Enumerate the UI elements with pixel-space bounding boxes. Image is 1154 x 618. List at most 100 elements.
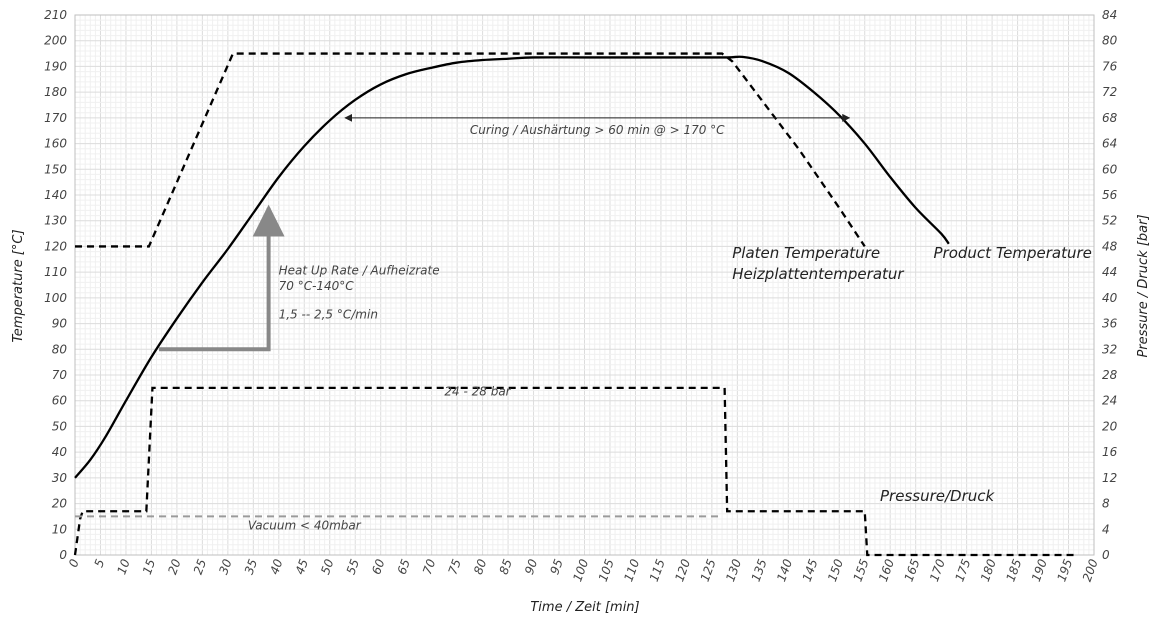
x-tick-label: 155 bbox=[851, 557, 872, 583]
x-tick-label: 145 bbox=[800, 557, 821, 583]
x-axis-title: Time / Zeit [min] bbox=[530, 600, 639, 615]
heat-up-label: Heat Up Rate / Aufheizrate bbox=[279, 264, 440, 278]
x-tick-label: 50 bbox=[318, 557, 337, 576]
plot-border bbox=[74, 14, 1095, 556]
curing-label: Curing / Aushärtung > 60 min @ > 170 °C bbox=[470, 123, 725, 137]
x-tick-label: 190 bbox=[1029, 557, 1050, 584]
x-tick-label: 175 bbox=[952, 557, 973, 583]
x-tick-label: 120 bbox=[672, 557, 693, 584]
x-tick-label: 200 bbox=[1080, 557, 1101, 584]
y2-tick-label: 0 bbox=[1102, 548, 1110, 562]
heat-up-arrow bbox=[159, 204, 285, 352]
y2-tick-label: 64 bbox=[1102, 137, 1117, 151]
annotations: Curing / Aushärtung > 60 min @ > 170 °C H… bbox=[159, 113, 1092, 532]
y-tick-label: 190 bbox=[44, 59, 67, 73]
x-tick-label: 125 bbox=[698, 557, 719, 583]
y-tick-label: 210 bbox=[44, 8, 67, 22]
x-tick-label: 160 bbox=[876, 557, 897, 584]
y2-axis-title: Pressure / Druck [bar] bbox=[1136, 214, 1151, 357]
x-tick-label: 170 bbox=[927, 557, 948, 584]
x-tick-label: 140 bbox=[774, 557, 795, 584]
y2-tick-label: 68 bbox=[1102, 111, 1118, 125]
x-tick-label: 40 bbox=[267, 557, 286, 576]
y2-tick-label: 40 bbox=[1102, 291, 1118, 305]
y-tick-label: 40 bbox=[52, 445, 68, 459]
y-tick-label: 50 bbox=[52, 419, 68, 433]
y-tick-label: 130 bbox=[44, 214, 67, 228]
y-tick-label: 10 bbox=[52, 522, 68, 536]
y2-tick-label: 84 bbox=[1102, 8, 1117, 22]
x-tick-label: 110 bbox=[621, 557, 642, 584]
x-tick-label: 45 bbox=[293, 557, 311, 576]
x-tick-label: 0 bbox=[66, 557, 82, 569]
y2-tick-label: 60 bbox=[1102, 162, 1118, 176]
y2-tick-label: 28 bbox=[1102, 368, 1118, 382]
x-tick-label: 25 bbox=[191, 557, 209, 576]
y2-tick-label: 32 bbox=[1102, 342, 1117, 356]
y-axis-title: Temperature [°C] bbox=[11, 229, 26, 342]
series-pressure-druck bbox=[73, 386, 1074, 557]
y2-tick-label: 4 bbox=[1102, 522, 1110, 536]
x-tick-label: 165 bbox=[902, 557, 923, 583]
x-tick-label: 60 bbox=[369, 557, 388, 576]
y-tick-label: 180 bbox=[44, 85, 67, 99]
series-product-temperature bbox=[74, 55, 950, 479]
plot-area-border bbox=[74, 14, 1095, 556]
x-tick-label: 80 bbox=[471, 557, 490, 576]
y2-axis-ticks: 0481216202428323640444852566064687276808… bbox=[1102, 8, 1118, 562]
x-tick-label: 135 bbox=[749, 557, 770, 583]
y-tick-label: 20 bbox=[52, 497, 68, 511]
x-tick-label: 90 bbox=[522, 557, 541, 576]
series-group bbox=[73, 52, 1074, 557]
y2-tick-label: 76 bbox=[1102, 59, 1118, 73]
y-tick-label: 30 bbox=[52, 471, 68, 485]
x-tick-label: 115 bbox=[647, 557, 668, 583]
x-tick-label: 75 bbox=[446, 557, 464, 576]
vacuum-label: Vacuum < 40mbar bbox=[248, 518, 362, 532]
y-tick-label: 150 bbox=[44, 162, 67, 176]
y-tick-label: 120 bbox=[44, 239, 67, 253]
x-tick-label: 150 bbox=[825, 557, 846, 584]
x-tick-label: 5 bbox=[92, 557, 108, 569]
x-tick-label: 130 bbox=[723, 557, 744, 584]
y-tick-label: 110 bbox=[44, 265, 67, 279]
x-tick-label: 65 bbox=[395, 557, 413, 576]
y2-tick-label: 8 bbox=[1102, 497, 1110, 511]
y2-tick-label: 44 bbox=[1102, 265, 1117, 279]
heat-up-rate-label: 1,5 -- 2,5 °C/min bbox=[279, 307, 378, 321]
x-tick-label: 85 bbox=[497, 557, 515, 576]
y-tick-label: 170 bbox=[44, 111, 67, 125]
series-platen-temperature bbox=[75, 52, 866, 248]
y2-tick-label: 24 bbox=[1102, 394, 1117, 408]
pressure-label: Pressure/Druck bbox=[880, 487, 995, 505]
x-tick-label: 55 bbox=[344, 557, 362, 576]
y2-tick-label: 16 bbox=[1102, 445, 1118, 459]
y-tick-label: 60 bbox=[52, 394, 68, 408]
x-tick-label: 195 bbox=[1054, 557, 1075, 583]
x-tick-label: 180 bbox=[978, 557, 999, 584]
y2-tick-label: 20 bbox=[1102, 419, 1118, 433]
x-tick-label: 95 bbox=[547, 557, 565, 576]
y-tick-label: 140 bbox=[44, 188, 67, 202]
x-tick-label: 10 bbox=[114, 557, 133, 576]
platen-temperature-label: Platen Temperature bbox=[732, 244, 880, 262]
y2-tick-label: 80 bbox=[1102, 34, 1118, 48]
heat-up-range-label: 70 °C-140°C bbox=[279, 279, 355, 293]
x-tick-label: 30 bbox=[216, 557, 235, 576]
y2-tick-label: 36 bbox=[1102, 317, 1118, 331]
x-tick-label: 20 bbox=[165, 557, 184, 576]
product-temperature-label: Product Temperature bbox=[934, 244, 1092, 262]
y2-tick-label: 56 bbox=[1102, 188, 1118, 202]
y2-tick-label: 12 bbox=[1102, 471, 1117, 485]
pressure-range-label: 24 - 28 bar bbox=[444, 385, 511, 399]
platen-temperature-label-de: Heizplattentemperatur bbox=[732, 265, 904, 283]
x-tick-label: 15 bbox=[140, 557, 158, 576]
y2-tick-label: 72 bbox=[1102, 85, 1117, 99]
x-tick-label: 100 bbox=[570, 557, 591, 584]
y-tick-label: 160 bbox=[44, 137, 67, 151]
y-tick-label: 80 bbox=[52, 342, 68, 356]
grid bbox=[74, 14, 1095, 556]
x-tick-label: 105 bbox=[596, 557, 617, 583]
y-tick-label: 100 bbox=[44, 291, 67, 305]
